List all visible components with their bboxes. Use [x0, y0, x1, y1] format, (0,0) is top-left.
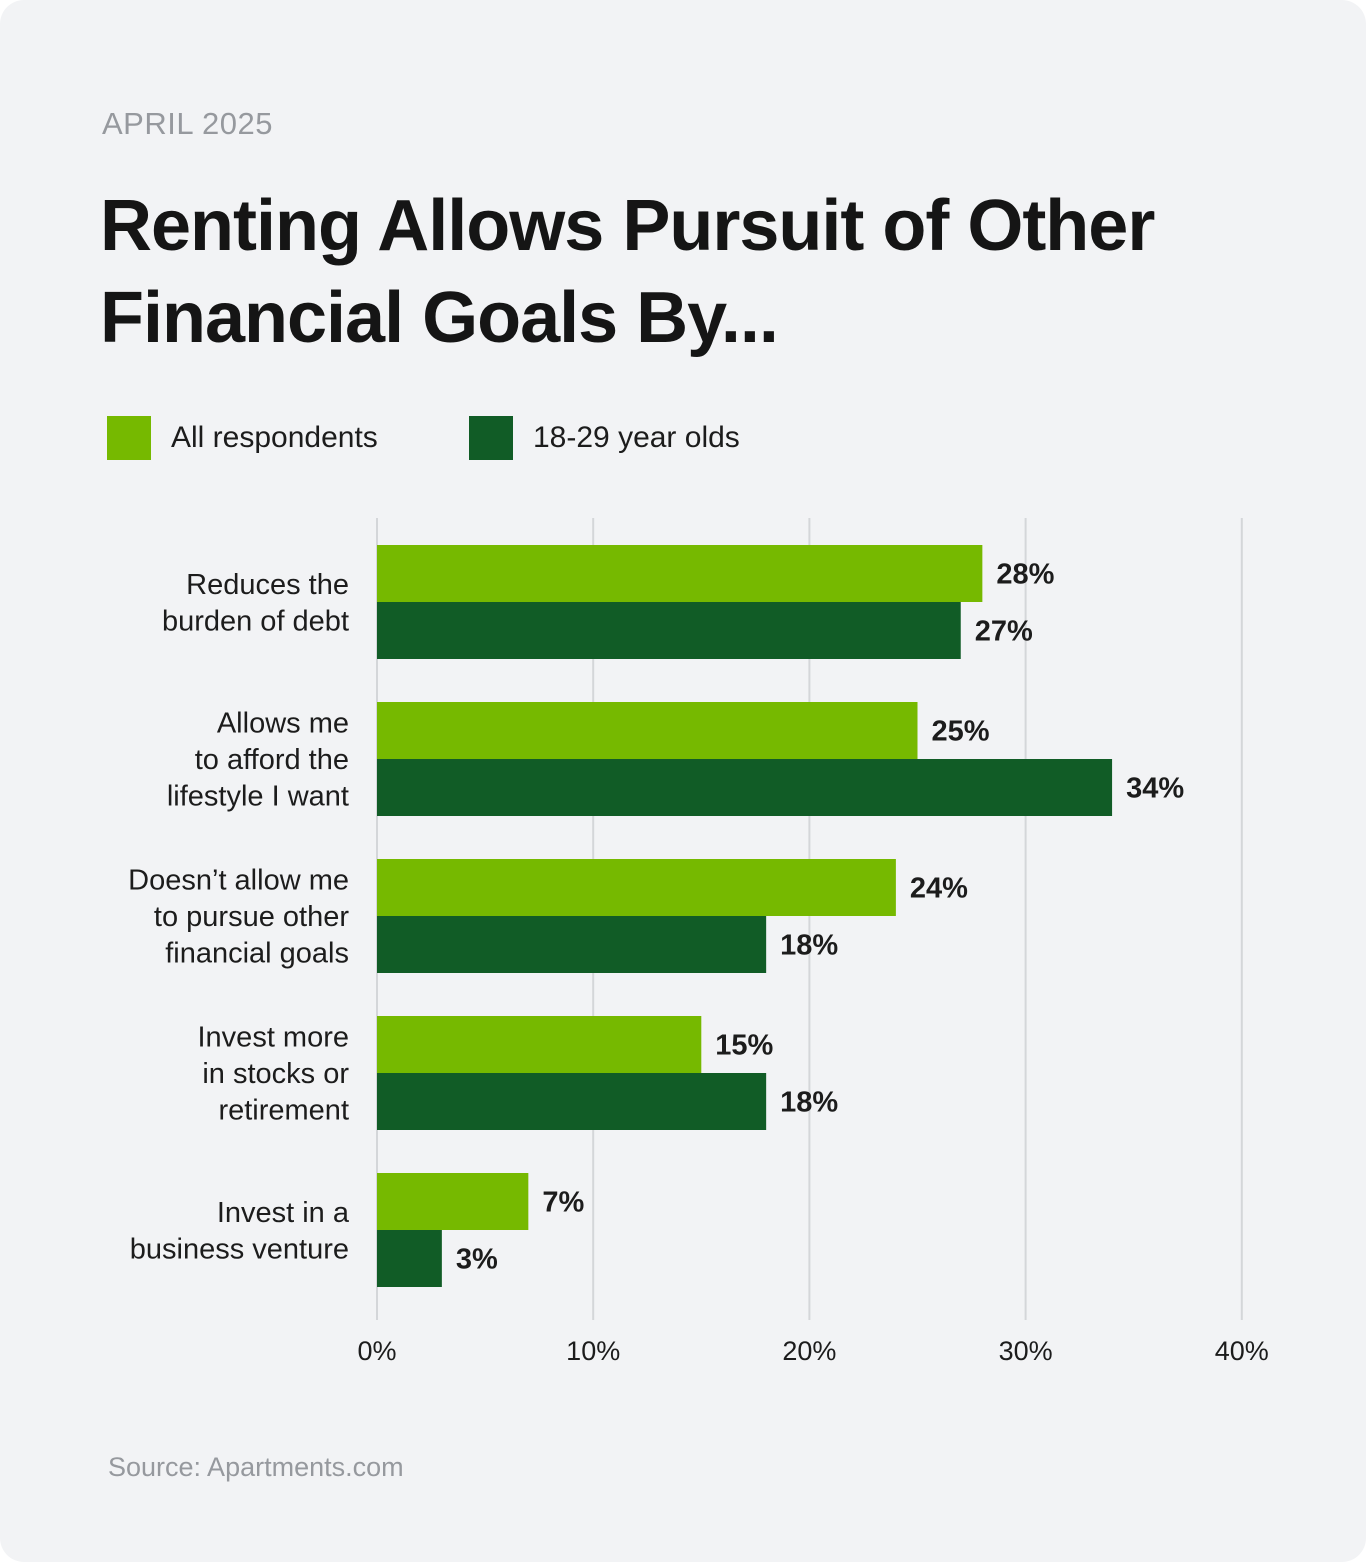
bar-all-respondents — [377, 702, 918, 759]
category-label-line: Doesn’t allow me — [128, 865, 349, 897]
source-note: Source: Apartments.com — [108, 1452, 404, 1482]
category-label-line: Invest in a — [217, 1197, 350, 1229]
category-label-line: burden of debt — [162, 605, 349, 637]
value-label: 18% — [780, 930, 838, 962]
x-tick-label: 10% — [566, 1336, 620, 1366]
bar-all-respondents — [377, 859, 896, 916]
category-label-line: Invest more — [198, 1022, 350, 1054]
legend-18-29: 18-29 year olds — [469, 416, 740, 460]
value-label: 28% — [996, 559, 1054, 591]
x-tick-label: 20% — [782, 1336, 836, 1366]
legend-label-18-29: 18-29 year olds — [533, 421, 740, 454]
legend-swatch-all-respondents — [107, 416, 151, 460]
bar-18-29 — [377, 1073, 767, 1130]
category-label-line: retirement — [218, 1095, 349, 1127]
value-label: 25% — [932, 716, 990, 748]
x-tick-label: 30% — [999, 1336, 1053, 1366]
category-label: Allows me to afford the lifestyle I want — [167, 708, 349, 813]
category-label-line: business venture — [130, 1233, 349, 1265]
category-label: Invest more in stocks or retirement — [198, 1022, 350, 1127]
bar-all-respondents — [377, 1173, 529, 1230]
value-label: 18% — [780, 1087, 838, 1119]
legend-label-all-respondents: All respondents — [171, 421, 378, 454]
bar-18-29 — [377, 1230, 442, 1287]
bar-18-29 — [377, 759, 1113, 816]
x-tick-label: 0% — [357, 1336, 396, 1366]
bar-18-29 — [377, 916, 767, 973]
category-label-line: to afford the — [195, 744, 349, 776]
bar-all-respondents — [377, 545, 983, 602]
value-label: 24% — [910, 873, 968, 905]
report-date: APRIL 2025 — [102, 106, 274, 141]
legend-swatch-18-29 — [469, 416, 513, 460]
value-label: 7% — [542, 1187, 584, 1219]
value-label: 15% — [715, 1030, 773, 1062]
chart-title: Renting Allows Pursuit of Other Financia… — [100, 186, 1155, 358]
category-label-line: in stocks or — [202, 1058, 349, 1090]
category-label-line: financial goals — [165, 938, 349, 970]
category-label-line: Reduces the — [186, 569, 349, 601]
value-label: 3% — [456, 1244, 498, 1276]
x-tick-label: 40% — [1215, 1336, 1269, 1366]
bar-all-respondents — [377, 1016, 702, 1073]
value-label: 34% — [1126, 773, 1184, 805]
category-label: Invest in a business venture — [130, 1197, 350, 1266]
category-label-line: Allows me — [217, 708, 349, 740]
bar-18-29 — [377, 602, 961, 659]
category-label-line: to pursue other — [154, 901, 349, 933]
value-label: 27% — [975, 616, 1033, 648]
category-label-line: lifestyle I want — [167, 781, 349, 813]
category-label: Doesn’t allow me to pursue other financial… — [128, 865, 349, 970]
category-label: Reduces the burden of debt — [162, 569, 349, 638]
legend-all-respondents: All respondents — [107, 416, 378, 460]
